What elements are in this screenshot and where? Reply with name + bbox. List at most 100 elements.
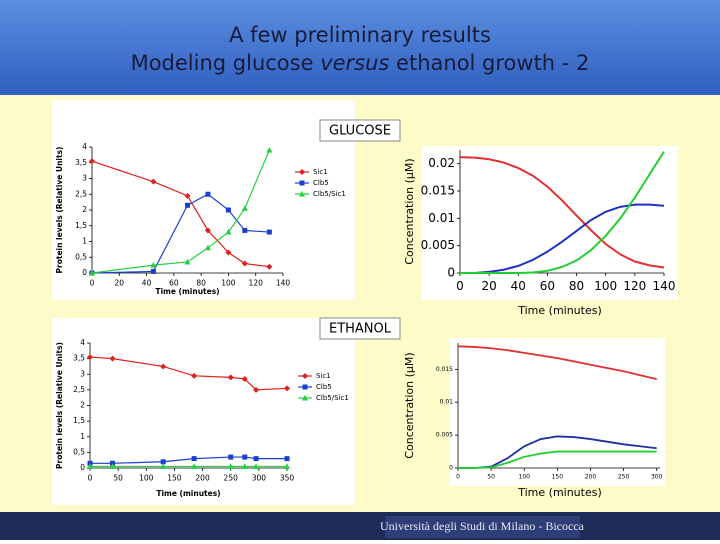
marker xyxy=(204,227,211,234)
marker xyxy=(242,454,248,460)
marker xyxy=(299,190,305,197)
x-tick-label: 20 xyxy=(115,278,125,287)
marker xyxy=(266,229,272,235)
x-tick-label: 100 xyxy=(221,278,236,287)
marker xyxy=(150,178,157,185)
marker xyxy=(242,227,248,233)
series-line xyxy=(459,156,665,269)
x-tick-label: 200 xyxy=(195,473,210,482)
marker xyxy=(227,463,234,469)
series-line xyxy=(89,356,288,391)
y-tick-label: 0.01 xyxy=(428,211,455,225)
panel xyxy=(422,146,678,300)
y-tick-label: 2,5 xyxy=(73,385,85,394)
x-tick-label: 20 xyxy=(482,279,497,293)
marker xyxy=(299,169,305,175)
marker xyxy=(227,374,234,381)
series-line xyxy=(458,450,657,469)
x-tick-label: 80 xyxy=(569,279,584,293)
x-axis-label: Time (minutes) xyxy=(517,304,602,317)
y-tick-label: 0,5 xyxy=(73,447,85,456)
y-tick-label: 1,5 xyxy=(73,416,85,425)
marker xyxy=(284,456,290,462)
section-box xyxy=(319,317,401,340)
title-part: Modeling glucose xyxy=(131,51,321,75)
marker xyxy=(302,384,308,390)
title: Modeling glucose versus ethanol growth -… xyxy=(131,51,590,75)
y-axis-label: Concentration (μM) xyxy=(403,352,416,458)
x-tick-label: 0 xyxy=(456,279,464,293)
x-axis-label: Time (minutes) xyxy=(156,489,220,498)
x-tick-label: 120 xyxy=(623,279,646,293)
y-tick-label: 1 xyxy=(80,432,85,441)
marker xyxy=(109,463,116,469)
legend-label: Clb5 xyxy=(316,383,332,391)
y-tick-label: 0,5 xyxy=(75,252,87,261)
legend-label: Sic1 xyxy=(316,372,331,380)
footer-text: Università degli Studi di Milano - Bicoc… xyxy=(380,519,585,533)
y-tick-label: 0.02 xyxy=(428,156,455,170)
header-band xyxy=(0,0,720,95)
x-tick-label: 0 xyxy=(90,278,95,287)
x-tick-label: 100 xyxy=(519,474,531,481)
x-axis-label: Time (minutes) xyxy=(155,287,219,296)
marker xyxy=(284,385,290,392)
marker xyxy=(299,180,305,186)
marker xyxy=(160,463,167,469)
marker xyxy=(184,192,191,199)
marker xyxy=(225,249,232,256)
x-tick-label: 140 xyxy=(653,279,676,293)
x-tick-label: 300 xyxy=(252,473,267,482)
y-tick-label: 4 xyxy=(82,142,87,151)
marker xyxy=(228,454,234,460)
y-tick-label: 1,5 xyxy=(75,221,87,230)
footer-band xyxy=(0,512,720,540)
x-tick-label: 80 xyxy=(196,278,206,287)
marker xyxy=(302,373,308,379)
y-tick-label: 3 xyxy=(80,369,85,378)
marker xyxy=(150,261,157,268)
y-tick-label: 3,5 xyxy=(75,158,87,167)
marker xyxy=(150,268,156,274)
marker xyxy=(89,269,95,276)
legend-label: Clb5/Sic1 xyxy=(316,394,349,402)
marker xyxy=(241,260,248,267)
panel xyxy=(52,318,355,505)
marker xyxy=(225,207,231,213)
y-tick-label: 3,5 xyxy=(73,354,85,363)
marker xyxy=(204,244,211,251)
y-tick-label: 2 xyxy=(82,205,87,214)
y-tick-label: 0 xyxy=(449,465,453,472)
x-tick-label: 250 xyxy=(618,474,630,481)
marker xyxy=(87,463,93,469)
x-tick-label: 350 xyxy=(280,473,295,482)
marker xyxy=(253,456,259,462)
x-tick-label: 40 xyxy=(511,279,526,293)
x-tick-label: 150 xyxy=(167,473,182,482)
x-axis-label: Time (minutes) xyxy=(517,486,602,499)
series-line xyxy=(460,151,665,274)
marker xyxy=(87,354,93,361)
y-tick-label: 0.015 xyxy=(436,366,453,373)
x-tick-label: 300 xyxy=(651,474,663,481)
x-tick-label: 60 xyxy=(540,279,555,293)
x-tick-label: 200 xyxy=(585,474,597,481)
marker xyxy=(266,146,273,153)
x-tick-label: 50 xyxy=(487,474,495,481)
section-label: ETHANOL xyxy=(329,322,392,337)
y-tick-label: 4 xyxy=(80,338,85,347)
x-tick-label: 250 xyxy=(224,473,239,482)
y-axis-label: Protein levels (Relative Units) xyxy=(55,147,64,274)
marker xyxy=(284,463,290,469)
x-tick-label: 100 xyxy=(139,473,154,482)
marker xyxy=(191,372,198,379)
y-tick-label: 0 xyxy=(447,266,455,280)
x-tick-label: 50 xyxy=(113,473,123,482)
marker xyxy=(253,463,260,469)
y-tick-label: 0.01 xyxy=(440,399,454,406)
x-tick-label: 0 xyxy=(88,473,93,482)
marker xyxy=(160,363,167,370)
section-label: GLUCOSE xyxy=(329,124,391,139)
panel xyxy=(52,100,355,300)
